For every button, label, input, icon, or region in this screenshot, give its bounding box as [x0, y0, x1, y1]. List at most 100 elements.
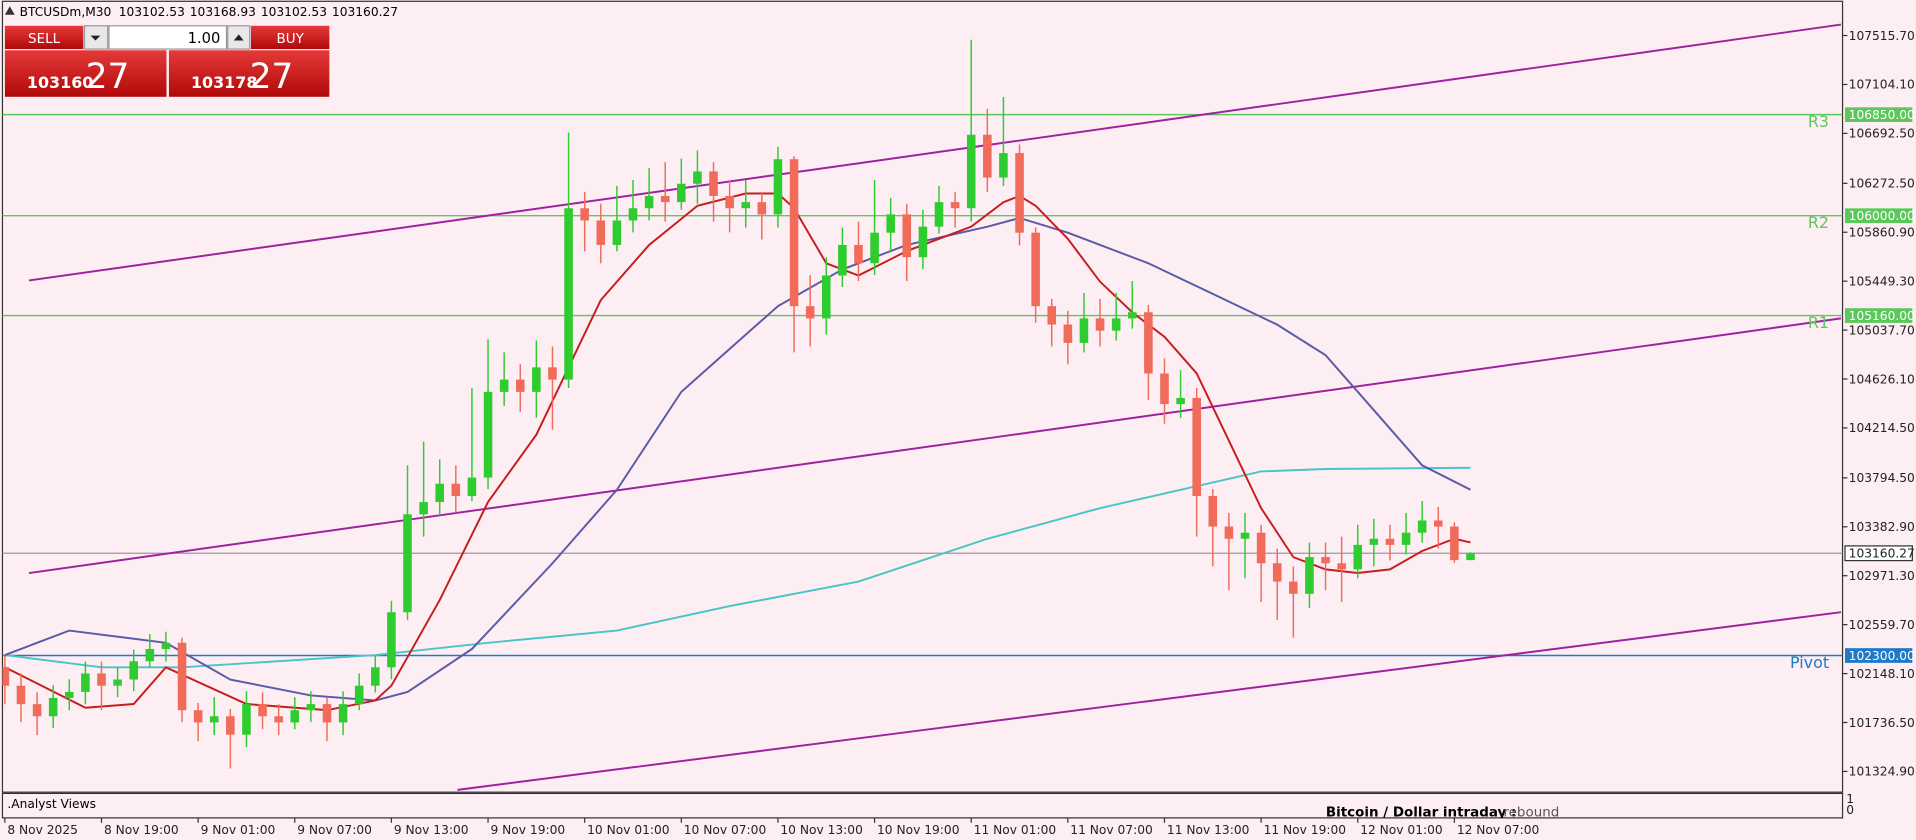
sell-button[interactable] — [4, 25, 84, 50]
level-price-box — [1844, 308, 1913, 323]
level-name: R1 — [1808, 313, 1829, 332]
candle-body — [1224, 526, 1234, 539]
candle-body — [709, 171, 718, 196]
subwindow-frame — [1, 792, 1844, 819]
subwindow-tick: 1 — [1846, 792, 1854, 806]
candle-body — [532, 367, 541, 392]
candle-body — [821, 275, 831, 319]
subwindow-tick: 0 — [1846, 803, 1854, 817]
ask-main: 103178 — [191, 73, 257, 92]
candle-body — [1466, 553, 1475, 561]
candle-body — [1369, 538, 1379, 545]
x-tick-label: 11 Nov 13:00 — [1167, 823, 1249, 837]
candle-body — [886, 214, 895, 233]
candle-body — [1063, 324, 1073, 343]
candle-body — [1079, 318, 1089, 343]
y-tick-label: 105860.90 — [1849, 226, 1915, 240]
x-tick-label: 9 Nov 01:00 — [201, 823, 276, 837]
candle-body — [1272, 563, 1282, 582]
subwindow-value: rebound — [1503, 806, 1559, 821]
y-tick-label: 106692.50 — [1849, 127, 1915, 141]
candle-body — [16, 685, 26, 705]
candle-body — [1176, 397, 1185, 405]
y-tick-label: 102559.70 — [1849, 618, 1915, 632]
y-tick-label: 102148.10 — [1849, 667, 1915, 681]
candle-body — [322, 704, 332, 723]
candle-body — [1450, 526, 1459, 561]
candle-body — [1417, 520, 1427, 533]
volume: 1.00 — [188, 30, 221, 47]
candle-body — [1047, 306, 1057, 325]
x-tick-label: 11 Nov 19:00 — [1264, 823, 1346, 837]
candle-body — [725, 195, 734, 209]
candle-body — [870, 232, 879, 264]
y-tick-label: 105037.70 — [1849, 323, 1915, 337]
close: 103160.27 — [332, 5, 398, 19]
level-name: Pivot — [1790, 653, 1829, 672]
indicator-line — [4, 192, 1471, 712]
level-price: 102300.00 — [1849, 649, 1915, 663]
candle-body — [1160, 373, 1169, 405]
candle-body — [290, 710, 300, 723]
candle-body — [306, 704, 316, 711]
current-price-box — [1844, 545, 1913, 562]
bid-box[interactable] — [4, 50, 167, 97]
candle-body — [660, 195, 670, 203]
candle-body — [805, 306, 815, 319]
subwindow-clip: Bitcoin / Dollar intraday : rebound — [1326, 806, 1559, 821]
candle-body — [161, 642, 171, 649]
candle-body — [451, 483, 461, 496]
candle-body — [403, 514, 412, 613]
high: 103168.93 — [190, 5, 256, 19]
sell-label[interactable]: SELL — [28, 32, 61, 47]
candle-body — [1031, 232, 1040, 307]
header: BTCUSDm,M30 103102.53 103168.93 103102.53 10… — [20, 5, 398, 19]
candle-body — [741, 202, 751, 209]
y-tick-label: 104214.50 — [1849, 421, 1915, 435]
ask-box[interactable] — [168, 50, 330, 97]
level-price-box — [1844, 208, 1913, 224]
volume-input[interactable] — [108, 25, 228, 50]
y-tick-label: 103794.50 — [1849, 471, 1915, 485]
y-tick-label: 101736.50 — [1849, 716, 1915, 730]
x-tick-label: 10 Nov 01:00 — [587, 823, 669, 837]
candle-body — [596, 220, 606, 245]
bid-main: 103160 — [27, 73, 93, 92]
candle-body — [854, 244, 863, 264]
candle-body — [48, 697, 58, 717]
candle-body — [1144, 312, 1153, 374]
x-tick-label: 10 Nov 13:00 — [780, 823, 862, 837]
candle-body — [145, 648, 155, 662]
buy-button[interactable] — [250, 25, 330, 50]
candle-body — [1015, 153, 1024, 233]
candle-body — [113, 679, 122, 686]
candle-body — [677, 183, 686, 203]
candle-body — [1289, 581, 1298, 594]
candle-body — [371, 667, 380, 686]
header-icon — [4, 6, 15, 15]
candle-body — [32, 704, 42, 717]
candle-body — [435, 483, 445, 503]
x-tick-label: 9 Nov 07:00 — [297, 823, 372, 837]
candle-body — [644, 195, 654, 209]
y-tick-label: 105449.30 — [1849, 274, 1915, 288]
subwindow-title: .Analyst Views — [7, 797, 96, 811]
x-tick-label: 9 Nov 19:00 — [490, 823, 565, 837]
plot-area — [2, 23, 1843, 791]
candle-body — [950, 202, 960, 209]
candle-body — [515, 379, 525, 392]
candle-body — [419, 502, 428, 515]
buy-label[interactable]: BUY — [277, 32, 305, 47]
level-price-box — [1844, 648, 1913, 663]
indicator-line — [4, 466, 1471, 669]
bid-big: 27 — [86, 57, 130, 97]
candle-body — [1401, 532, 1411, 545]
candle-body — [612, 220, 622, 245]
candle-body — [1240, 532, 1250, 539]
candle-body — [1305, 557, 1314, 594]
candle-body — [966, 134, 976, 209]
candle-body — [1385, 538, 1395, 545]
y-tick-label: 104626.10 — [1849, 372, 1915, 386]
